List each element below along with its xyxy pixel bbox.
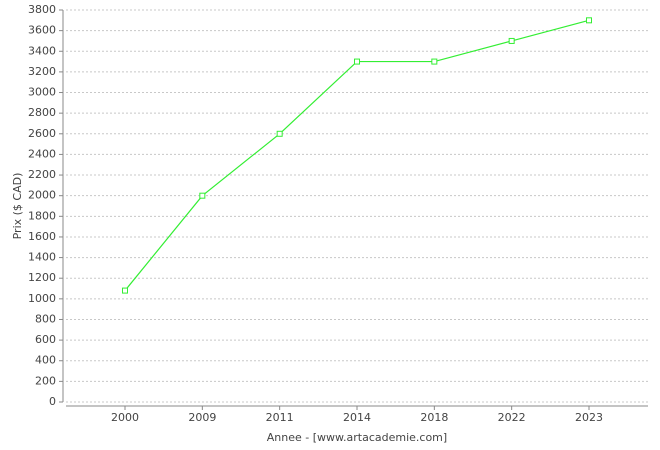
- y-tick-label: 2600: [28, 127, 56, 140]
- x-axis-label: Annee - [www.artacademie.com]: [267, 431, 447, 444]
- y-tick-label: 3600: [28, 24, 56, 37]
- point-marker: [508, 37, 515, 44]
- y-tick-label: 2200: [28, 168, 56, 181]
- point-marker: [586, 17, 592, 24]
- y-tick-label: 200: [35, 374, 56, 387]
- x-tick-label: 2014: [343, 411, 371, 424]
- x-tick-label: 2009: [188, 411, 216, 424]
- y-tick-label: 800: [35, 312, 56, 325]
- y-tick-label: 0: [49, 395, 56, 408]
- y-axis-label: Prix ($ CAD): [11, 173, 24, 240]
- x-tick-label: 2023: [575, 411, 603, 424]
- point-marker: [199, 192, 206, 199]
- point-marker: [276, 130, 283, 137]
- y-tick-label: 1200: [28, 271, 56, 284]
- y-tick-label: 3400: [28, 44, 56, 57]
- y-tick-label: 1800: [28, 209, 56, 222]
- y-tick-label: 1000: [28, 292, 56, 305]
- y-tick-label: 400: [35, 354, 56, 367]
- y-tick-label: 1600: [28, 230, 56, 243]
- x-tick-label: 2018: [420, 411, 448, 424]
- y-tick-label: 3800: [28, 3, 56, 16]
- y-tick-label: 2800: [28, 106, 56, 119]
- y-tick-label: 2000: [28, 189, 56, 202]
- y-tick-label: 2400: [28, 147, 56, 160]
- point-marker: [431, 58, 438, 65]
- y-tick-label: 1400: [28, 251, 56, 264]
- x-tick-label: 2022: [498, 411, 526, 424]
- y-tick-label: 3200: [28, 65, 56, 78]
- point-marker: [122, 287, 128, 294]
- x-tick-label: 2000: [111, 411, 139, 424]
- y-tick-label: 3000: [28, 86, 56, 99]
- point-marker: [354, 58, 360, 65]
- plot-area: [66, 10, 648, 402]
- x-tick-label: 2011: [266, 411, 294, 424]
- y-tick-label: 600: [35, 333, 56, 346]
